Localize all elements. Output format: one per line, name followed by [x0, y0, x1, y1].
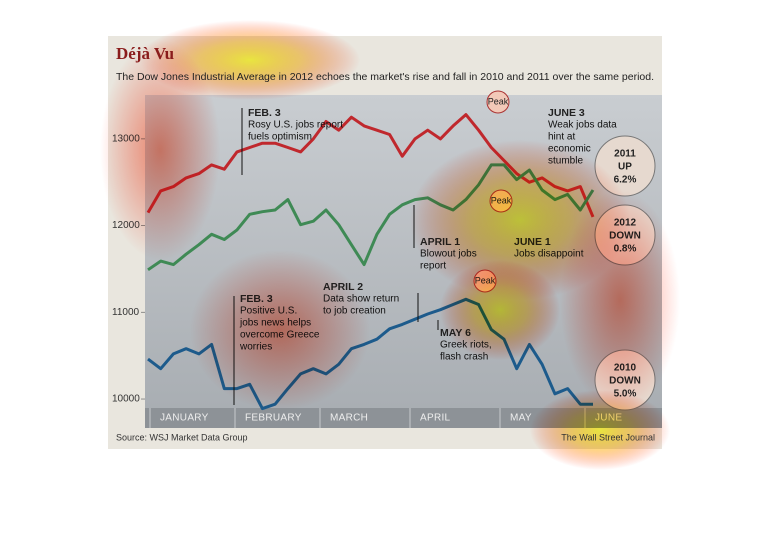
peak-marker [486, 90, 510, 114]
badge-direction: UP [618, 162, 632, 173]
annotation-text: Weak jobs data [548, 120, 617, 131]
badge-year: 2011 [614, 149, 636, 160]
heat-blob [530, 390, 670, 470]
annotation-text: flash crash [440, 352, 488, 363]
y-tick-label: 10000 [112, 394, 140, 405]
month-label: MARCH [330, 413, 368, 424]
y-tick-label: 11000 [112, 307, 140, 318]
heatmap-overlay [100, 20, 680, 470]
month-label: FEBRUARY [245, 413, 302, 424]
month-label: APRIL [420, 413, 451, 424]
badge-change: 6.2% [614, 175, 637, 186]
peak-label: Peak [488, 96, 509, 106]
annotation-heading: FEB. 3 [248, 107, 281, 119]
annotation-text: fuels optimism [248, 132, 312, 143]
month-label: JANUARY [160, 413, 209, 424]
heat-blob [100, 40, 220, 260]
annotation-heading: JUNE 3 [548, 107, 585, 119]
chart-title: Déjà Vu [116, 44, 174, 63]
annotation-text: hint at [548, 132, 575, 143]
heat-blob [190, 250, 370, 410]
heat-blob [560, 190, 680, 410]
source: Source: WSJ Market Data Group [116, 432, 248, 442]
annotation-text: Rosy U.S. jobs report [248, 120, 343, 131]
credit: The Wall Street Journal [561, 432, 655, 442]
month-label: MAY [510, 413, 532, 424]
chart-subtitle: The Dow Jones Industrial Average in 2012… [116, 71, 654, 83]
heat-blob [440, 260, 560, 360]
